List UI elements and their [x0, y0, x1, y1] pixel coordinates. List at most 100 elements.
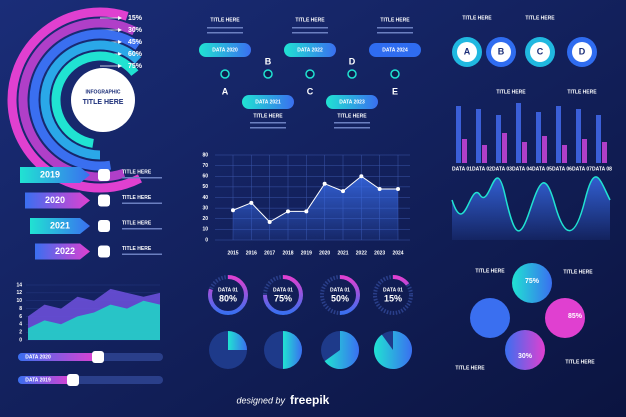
- label: 2015: [227, 250, 238, 256]
- bar: [476, 109, 481, 163]
- tag: [284, 43, 336, 57]
- point: [341, 189, 345, 194]
- desc-line: [122, 228, 162, 230]
- desc-line: [207, 27, 243, 29]
- point: [322, 181, 327, 186]
- bar: [582, 139, 587, 163]
- label: DATA 2021: [255, 99, 281, 105]
- point: [231, 208, 235, 213]
- ring: [40, 40, 142, 160]
- ring: [7, 7, 142, 193]
- label: 2016: [246, 250, 257, 256]
- bar: [456, 106, 461, 163]
- desc-line: [377, 32, 413, 34]
- label: DATA 03: [492, 166, 512, 172]
- label: DATA 01: [218, 287, 238, 293]
- desc-line: [334, 122, 370, 124]
- bar: [482, 145, 487, 163]
- pie-slice: [283, 331, 302, 369]
- arrow: [25, 192, 90, 209]
- tag: [242, 95, 294, 109]
- line-area: [233, 176, 398, 240]
- label: DATA 01: [383, 287, 403, 293]
- label: TITLE HERE: [462, 15, 492, 21]
- desc-line: [292, 27, 328, 29]
- timeline-node: [347, 69, 357, 79]
- label: 0: [205, 237, 208, 243]
- desc-line: [122, 253, 162, 255]
- label: TITLE HERE: [380, 17, 410, 23]
- label: 80: [202, 152, 208, 158]
- label: 60: [202, 174, 208, 180]
- label: 2018: [282, 250, 293, 256]
- label: DATA 06: [552, 166, 572, 172]
- ring: [29, 29, 141, 171]
- label: 40: [202, 195, 208, 201]
- point: [249, 200, 254, 205]
- slider-fill: [18, 353, 98, 361]
- label: TITLE HERE: [567, 89, 597, 95]
- timeline-node: [390, 69, 400, 79]
- label: B: [265, 56, 272, 66]
- label: DATA 2022: [297, 47, 323, 53]
- label: TITLE HERE: [565, 359, 595, 365]
- point: [286, 209, 290, 214]
- desc-line: [250, 122, 286, 124]
- label: 2017: [264, 250, 275, 256]
- tag: [199, 43, 251, 57]
- label: 30%: [518, 353, 533, 360]
- label: DATA 08: [592, 166, 612, 172]
- label: 20: [202, 216, 208, 222]
- label: 0: [19, 337, 22, 343]
- label: DATA 2020: [25, 354, 51, 360]
- bar: [562, 145, 567, 163]
- bar: [516, 103, 521, 163]
- label: designed by: [236, 395, 285, 405]
- label: 75%: [525, 278, 540, 285]
- point: [359, 174, 364, 179]
- bar: [596, 115, 601, 163]
- label: 15%: [128, 15, 143, 22]
- label: 15%: [384, 293, 402, 303]
- label: DATA 05: [532, 166, 552, 172]
- label: TITLE HERE: [295, 17, 325, 23]
- center: [71, 68, 135, 132]
- desc-line: [250, 127, 286, 129]
- point: [304, 209, 309, 214]
- desc-line: [207, 32, 243, 34]
- label: E: [392, 86, 398, 96]
- label: 8: [19, 306, 22, 312]
- label: INFOGRAPHIC: [86, 89, 121, 95]
- icon: [98, 169, 110, 181]
- slider-fill: [18, 376, 73, 384]
- label: 2020: [45, 195, 65, 205]
- label: 50%: [331, 293, 349, 303]
- bar: [496, 115, 501, 163]
- label: 4: [19, 322, 22, 328]
- point: [377, 187, 382, 191]
- pie-slice: [374, 331, 413, 369]
- donut-arc: [373, 275, 413, 315]
- label: 2021: [337, 250, 348, 256]
- step-inner: [491, 42, 511, 62]
- desc-line: [292, 32, 328, 34]
- label: 10: [16, 298, 22, 304]
- label: DATA 01: [273, 287, 293, 293]
- arrow-head: [118, 64, 122, 68]
- pie-slice: [228, 331, 247, 350]
- label: 2023: [374, 250, 385, 256]
- label: 2024: [392, 250, 403, 256]
- label: C: [307, 86, 314, 96]
- label: TITLE HERE: [83, 99, 124, 106]
- desc-line: [377, 27, 413, 29]
- petal: [505, 330, 545, 370]
- label: DATA 02: [472, 166, 492, 172]
- label: 2019: [301, 250, 312, 256]
- step-inner: [530, 42, 550, 62]
- bar: [522, 142, 527, 163]
- label: 75%: [274, 293, 292, 303]
- label: B: [498, 46, 505, 56]
- petal: [470, 298, 510, 338]
- desc-line: [122, 177, 162, 179]
